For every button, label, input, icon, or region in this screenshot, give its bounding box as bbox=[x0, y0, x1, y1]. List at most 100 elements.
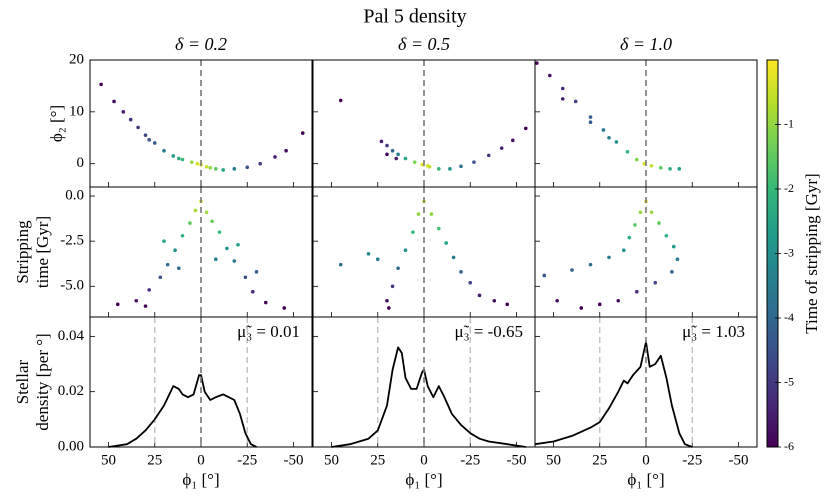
point bbox=[300, 131, 305, 135]
point bbox=[622, 248, 626, 252]
panel-title: δ = 0.2 bbox=[175, 34, 227, 54]
point bbox=[396, 152, 400, 157]
point bbox=[214, 257, 218, 262]
point bbox=[492, 298, 497, 303]
x-tick-label: -50 bbox=[729, 452, 749, 468]
density-line bbox=[108, 374, 257, 448]
x-axis-label: ϕ₁ [°] bbox=[182, 470, 219, 489]
point bbox=[152, 141, 157, 145]
point bbox=[459, 164, 463, 169]
point bbox=[258, 161, 263, 166]
point bbox=[588, 115, 593, 119]
point bbox=[486, 153, 491, 158]
point bbox=[136, 125, 140, 130]
figure-title: Pal 5 density bbox=[363, 6, 466, 28]
point bbox=[366, 252, 371, 256]
density-line bbox=[534, 341, 693, 448]
point bbox=[143, 133, 148, 137]
point bbox=[588, 120, 593, 125]
point bbox=[188, 221, 192, 225]
point bbox=[634, 157, 639, 162]
point bbox=[601, 128, 606, 132]
point bbox=[411, 230, 415, 234]
point bbox=[649, 163, 654, 168]
point bbox=[668, 167, 672, 171]
point bbox=[420, 162, 424, 167]
point bbox=[649, 210, 654, 215]
point bbox=[664, 233, 669, 238]
panel-title: δ = 1.0 bbox=[620, 34, 672, 54]
point bbox=[468, 280, 473, 285]
point bbox=[416, 212, 421, 216]
point bbox=[165, 262, 170, 267]
x-tick-label: 25 bbox=[592, 452, 607, 468]
point bbox=[607, 255, 611, 260]
point bbox=[505, 302, 510, 307]
point bbox=[180, 233, 185, 238]
point bbox=[273, 155, 277, 159]
point bbox=[638, 210, 643, 215]
point bbox=[204, 210, 209, 215]
point bbox=[180, 157, 185, 162]
point bbox=[217, 230, 222, 234]
point bbox=[162, 239, 166, 243]
x-tick-label: 0 bbox=[642, 452, 650, 468]
point bbox=[385, 143, 389, 148]
x-axis-label: ϕ₁ [°] bbox=[405, 470, 442, 489]
point bbox=[243, 275, 248, 280]
x-tick-label: -25 bbox=[682, 452, 702, 468]
point bbox=[134, 298, 139, 303]
point bbox=[396, 266, 400, 271]
y-tick-label: -2.5 bbox=[60, 233, 84, 249]
point bbox=[338, 98, 343, 103]
point bbox=[221, 168, 225, 172]
colorbar-label: Time of stripping [Gyr] bbox=[802, 173, 821, 333]
point bbox=[195, 161, 200, 166]
point bbox=[128, 117, 133, 122]
annotation: μ̃₃ = 0.01 bbox=[237, 322, 300, 341]
y-axis-label: Stellar bbox=[13, 359, 32, 404]
point bbox=[99, 82, 103, 87]
point bbox=[189, 160, 194, 164]
point bbox=[459, 270, 463, 274]
point bbox=[338, 262, 343, 267]
y-tick-label: -5.0 bbox=[60, 278, 84, 294]
point bbox=[173, 248, 177, 252]
colorbar-tick-label: -6 bbox=[784, 439, 794, 453]
point bbox=[158, 275, 163, 280]
point bbox=[437, 167, 441, 171]
x-tick-label: 0 bbox=[420, 452, 428, 468]
point bbox=[254, 270, 259, 274]
colorbar-tick-label: -5 bbox=[784, 374, 794, 388]
point bbox=[653, 280, 658, 285]
point bbox=[403, 156, 408, 161]
point bbox=[385, 152, 389, 157]
point bbox=[282, 306, 287, 310]
point bbox=[451, 255, 456, 260]
point bbox=[403, 248, 408, 252]
point bbox=[375, 257, 380, 262]
point bbox=[560, 97, 565, 101]
y-tick-label: 0.04 bbox=[58, 328, 85, 344]
point bbox=[214, 167, 218, 171]
y-tick-label: 10 bbox=[69, 103, 84, 119]
point bbox=[523, 126, 528, 131]
point bbox=[390, 148, 395, 153]
x-tick-label: 25 bbox=[370, 452, 385, 468]
point bbox=[542, 273, 547, 278]
y-axis-label: ϕ₂ [°] bbox=[47, 105, 66, 142]
point bbox=[390, 284, 395, 289]
point bbox=[670, 270, 674, 274]
x-tick-label: -50 bbox=[507, 452, 527, 468]
x-tick-label: 0 bbox=[197, 452, 205, 468]
point bbox=[251, 289, 255, 294]
point bbox=[437, 226, 441, 231]
point bbox=[385, 298, 389, 303]
x-tick-label: -50 bbox=[284, 452, 304, 468]
colorbar-tick-label: -2 bbox=[784, 181, 794, 195]
point bbox=[147, 138, 151, 142]
point bbox=[379, 139, 384, 144]
point bbox=[633, 223, 637, 227]
point bbox=[675, 257, 680, 262]
